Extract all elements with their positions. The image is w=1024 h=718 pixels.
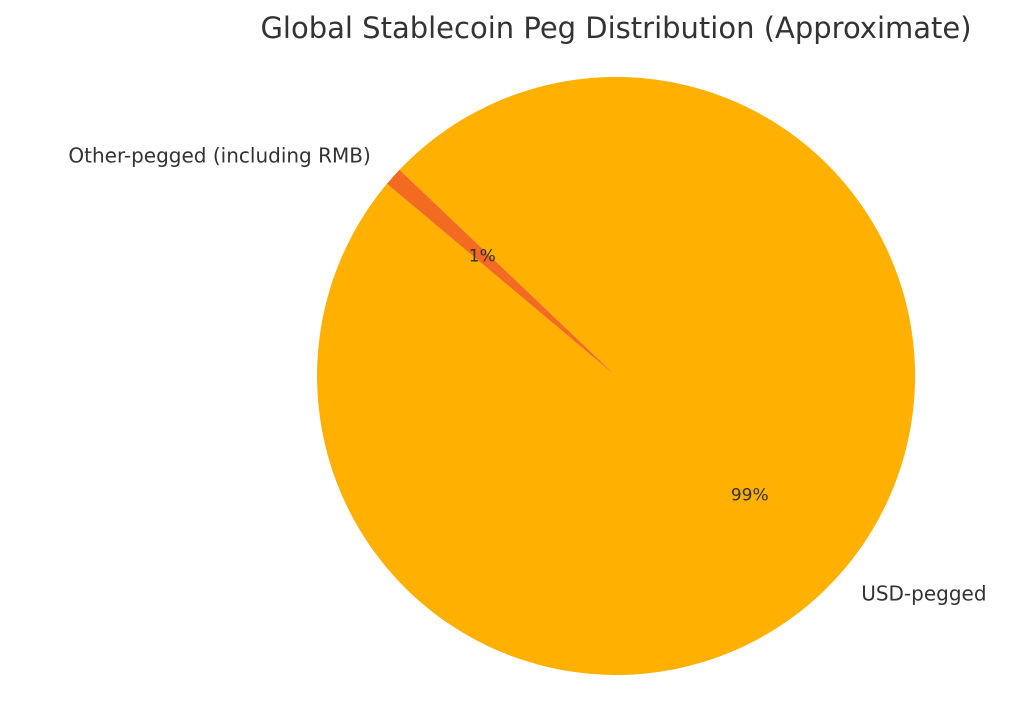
pct-label-other-pegged-including-rmb: 1% (469, 246, 496, 266)
pie-slices (317, 76, 916, 675)
pie-labels: USD-pegged 99% Other-pegged (including RMB… (68, 143, 986, 605)
pie-slice-usd-pegged (317, 76, 916, 675)
pie-slice-other-pegged-including-rmb (386, 169, 616, 376)
slice-label-usd-pegged: USD-pegged (861, 582, 986, 606)
slice-label-other-pegged-including-rmb: Other-pegged (including RMB) (68, 143, 370, 167)
pct-label-usd-pegged: 99% (731, 486, 769, 506)
chart-title: Global Stablecoin Peg Distribution (Appr… (260, 11, 971, 45)
